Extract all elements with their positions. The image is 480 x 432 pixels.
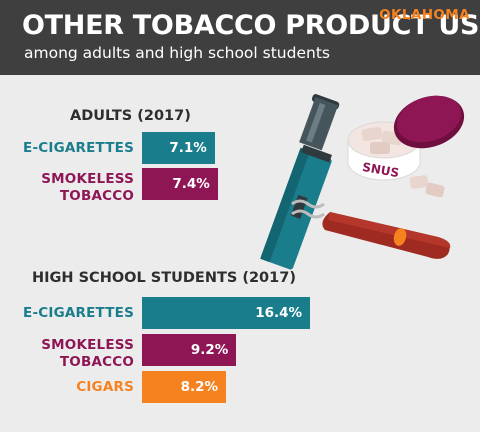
cigar-icon (291, 199, 451, 259)
state-label: OKLAHOMA (379, 7, 470, 23)
bar-label: CIGARS (76, 379, 134, 395)
snus-tin-icon: SNUS (347, 95, 465, 198)
e-cigarette-icon (260, 94, 340, 270)
bar-value-label: 16.4% (255, 305, 303, 321)
bar-hs-e-cigarettes: 16.4% (142, 297, 311, 329)
bar-label: SMOKELESS TOBACCO (41, 171, 134, 204)
bar-label: E-CIGARETTES (23, 305, 134, 321)
bar-label: E-CIGARETTES (23, 140, 134, 156)
page-title: OTHER TOBACCO PRODUCT USE (22, 10, 480, 41)
bar-adults-smokeless-tobacco: 7.4% (142, 168, 218, 200)
section-title-adults: ADULTS (2017) (70, 108, 191, 124)
bar-value-label: 8.2% (180, 379, 219, 395)
bar-label: SMOKELESS TOBACCO (41, 337, 134, 370)
section-title-high-school: HIGH SCHOOL STUDENTS (2017) (32, 270, 296, 286)
bar-value-label: 9.2% (190, 342, 229, 358)
bar-value-label: 7.1% (169, 140, 207, 156)
bar-hs-smokeless-tobacco: 9.2% (142, 334, 237, 366)
snus-label: SNUS (361, 160, 400, 180)
bar-value-label: 7.4% (172, 176, 210, 192)
page-subtitle: among adults and high school students (24, 44, 330, 62)
tobacco-products-illustration: SNUS (260, 94, 465, 270)
bar-adults-e-cigarettes: 7.1% (142, 132, 215, 164)
bar-hs-cigars: 8.2% (142, 371, 227, 403)
header: OTHER TOBACCO PRODUCT USE among adults a… (0, 0, 480, 75)
